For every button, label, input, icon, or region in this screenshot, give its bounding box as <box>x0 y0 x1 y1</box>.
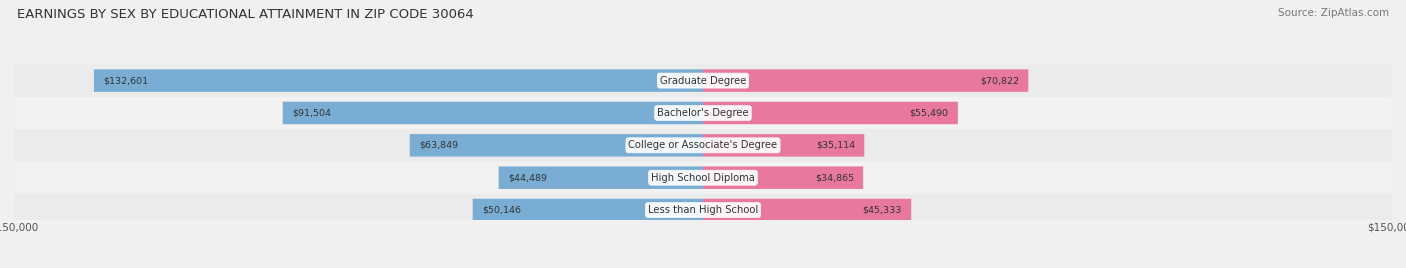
Text: $91,504: $91,504 <box>292 109 330 117</box>
Text: $34,865: $34,865 <box>815 173 853 182</box>
Text: $50,146: $50,146 <box>482 206 520 215</box>
Text: $44,489: $44,489 <box>508 173 547 182</box>
Text: College or Associate's Degree: College or Associate's Degree <box>628 140 778 150</box>
FancyBboxPatch shape <box>703 69 1028 92</box>
FancyBboxPatch shape <box>283 102 703 124</box>
Text: $70,822: $70,822 <box>980 76 1019 85</box>
Text: EARNINGS BY SEX BY EDUCATIONAL ATTAINMENT IN ZIP CODE 30064: EARNINGS BY SEX BY EDUCATIONAL ATTAINMEN… <box>17 8 474 21</box>
FancyBboxPatch shape <box>14 129 1392 162</box>
Text: $132,601: $132,601 <box>103 76 148 85</box>
Text: Bachelor's Degree: Bachelor's Degree <box>657 108 749 118</box>
Text: Source: ZipAtlas.com: Source: ZipAtlas.com <box>1278 8 1389 18</box>
FancyBboxPatch shape <box>472 199 703 221</box>
Text: $55,490: $55,490 <box>910 109 949 117</box>
FancyBboxPatch shape <box>14 194 1392 226</box>
Text: High School Diploma: High School Diploma <box>651 173 755 183</box>
FancyBboxPatch shape <box>703 166 863 189</box>
FancyBboxPatch shape <box>703 134 865 157</box>
Text: $35,114: $35,114 <box>815 141 855 150</box>
FancyBboxPatch shape <box>14 162 1392 194</box>
FancyBboxPatch shape <box>499 166 703 189</box>
FancyBboxPatch shape <box>14 64 1392 97</box>
Text: $45,333: $45,333 <box>863 206 903 215</box>
Text: $63,849: $63,849 <box>419 141 458 150</box>
FancyBboxPatch shape <box>703 102 957 124</box>
Text: Less than High School: Less than High School <box>648 205 758 215</box>
FancyBboxPatch shape <box>409 134 703 157</box>
FancyBboxPatch shape <box>94 69 703 92</box>
FancyBboxPatch shape <box>703 199 911 221</box>
FancyBboxPatch shape <box>14 97 1392 129</box>
Text: Graduate Degree: Graduate Degree <box>659 76 747 85</box>
